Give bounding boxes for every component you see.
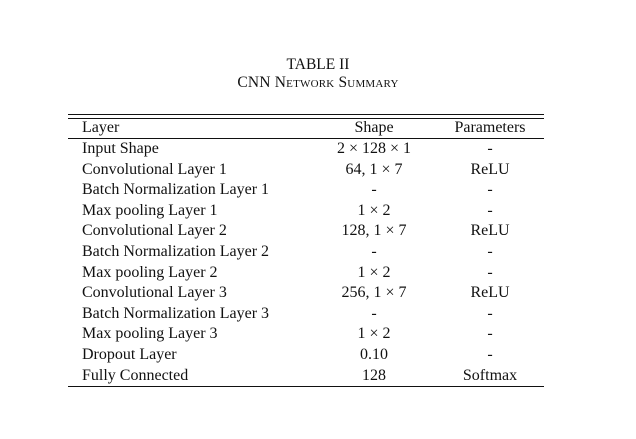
row-layer-cell: Batch Normalization Layer 2	[82, 242, 269, 263]
table-row: Convolutional Layer 1 64, 1 × 7 ReLU	[68, 160, 544, 181]
table-row: Batch Normalization Layer 3 --	[68, 304, 544, 325]
row-layer-cell: Convolutional Layer 2	[82, 221, 227, 242]
table-row: Batch Normalization Layer 2 --	[68, 242, 544, 263]
row-parameters-cell: -	[442, 324, 538, 345]
row-parameters-cell: Softmax	[442, 366, 538, 387]
row-shape-cell: -	[306, 304, 442, 325]
row-shape-cell: 128	[306, 366, 442, 387]
row-parameters-cell: ReLU	[442, 283, 538, 304]
row-layer-cell: Convolutional Layer 1	[82, 160, 227, 181]
table-row: Convolutional Layer 2 128, 1 × 7 ReLU	[68, 221, 544, 242]
table-row: Max pooling Layer 3 1 × 2-	[68, 324, 544, 345]
table-row: Input Shape 2 × 128 × 1-	[68, 139, 544, 160]
header-parameters: Parameters	[442, 118, 538, 139]
table-row: Fully Connected 128 Softmax	[68, 366, 544, 387]
table-label: TABLE II	[0, 57, 636, 73]
table-row: Convolutional Layer 3 256, 1 × 7 ReLU	[68, 283, 544, 304]
row-parameters-cell: -	[442, 263, 538, 284]
row-layer-cell: Convolutional Layer 3	[82, 283, 227, 304]
row-parameters-cell: -	[442, 201, 538, 222]
row-layer-cell: Max pooling Layer 1	[82, 201, 218, 222]
row-parameters-cell: -	[442, 180, 538, 201]
row-shape-cell: -	[306, 180, 442, 201]
bottom-rule	[68, 386, 544, 387]
table-row: Max pooling Layer 2 1 × 2-	[68, 263, 544, 284]
row-parameters-cell: -	[442, 139, 538, 160]
row-layer-cell: Batch Normalization Layer 1	[82, 180, 269, 201]
row-shape-cell: 2 × 128 × 1	[306, 139, 442, 160]
row-shape-cell: 128, 1 × 7	[306, 221, 442, 242]
row-shape-cell: 1 × 2	[306, 263, 442, 284]
row-layer-cell: Max pooling Layer 3	[82, 324, 218, 345]
row-layer-cell: Fully Connected	[82, 366, 188, 387]
row-parameters-cell: -	[442, 304, 538, 325]
table-row: Batch Normalization Layer 1 --	[68, 180, 544, 201]
row-shape-cell: -	[306, 242, 442, 263]
table-header-row: Layer Shape Parameters	[68, 118, 544, 139]
row-layer-cell: Max pooling Layer 2	[82, 263, 218, 284]
row-shape-cell: 1 × 2	[306, 324, 442, 345]
row-shape-cell: 256, 1 × 7	[306, 283, 442, 304]
top-rule	[68, 114, 544, 115]
row-shape-cell: 64, 1 × 7	[306, 160, 442, 181]
row-layer-cell: Batch Normalization Layer 3	[82, 304, 269, 325]
header-shape: Shape	[306, 118, 442, 139]
row-shape-cell: 1 × 2	[306, 201, 442, 222]
table-row: Max pooling Layer 1 1 × 2-	[68, 201, 544, 222]
header-layer: Layer	[82, 118, 119, 139]
row-parameters-cell: -	[442, 242, 538, 263]
row-parameters-cell: ReLU	[442, 160, 538, 181]
table-title: CNN Network Summary	[0, 75, 636, 91]
row-layer-cell: Input Shape	[82, 139, 159, 160]
row-parameters-cell: -	[442, 345, 538, 366]
row-shape-cell: 0.10	[306, 345, 442, 366]
row-layer-cell: Dropout Layer	[82, 345, 177, 366]
table-row: Dropout Layer 0.10-	[68, 345, 544, 366]
row-parameters-cell: ReLU	[442, 221, 538, 242]
